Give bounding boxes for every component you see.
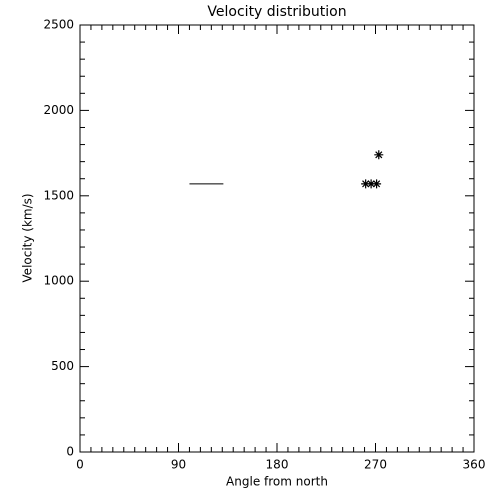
y-tick-label: 1500 bbox=[43, 188, 74, 202]
y-tick-label: 1000 bbox=[43, 274, 74, 288]
asterisk-point bbox=[366, 179, 376, 189]
x-tick-label: 270 bbox=[364, 458, 387, 472]
x-axis-label: Angle from north bbox=[226, 475, 328, 489]
asterisk-point bbox=[372, 179, 382, 189]
x-tick-label: 90 bbox=[171, 458, 186, 472]
asterisk-point bbox=[361, 179, 371, 189]
x-tick-label: 180 bbox=[266, 458, 289, 472]
y-tick-label: 2000 bbox=[43, 103, 74, 117]
y-tick-label: 500 bbox=[51, 359, 74, 373]
x-tick-label: 0 bbox=[76, 458, 84, 472]
y-axis-label: Velocity (km/s) bbox=[21, 193, 35, 282]
asterisk-point bbox=[374, 150, 384, 160]
y-tick-label: 2500 bbox=[43, 18, 74, 32]
x-tick-label: 360 bbox=[463, 458, 486, 472]
y-tick-label: 0 bbox=[66, 445, 74, 459]
chart-title: Velocity distribution bbox=[207, 4, 346, 20]
